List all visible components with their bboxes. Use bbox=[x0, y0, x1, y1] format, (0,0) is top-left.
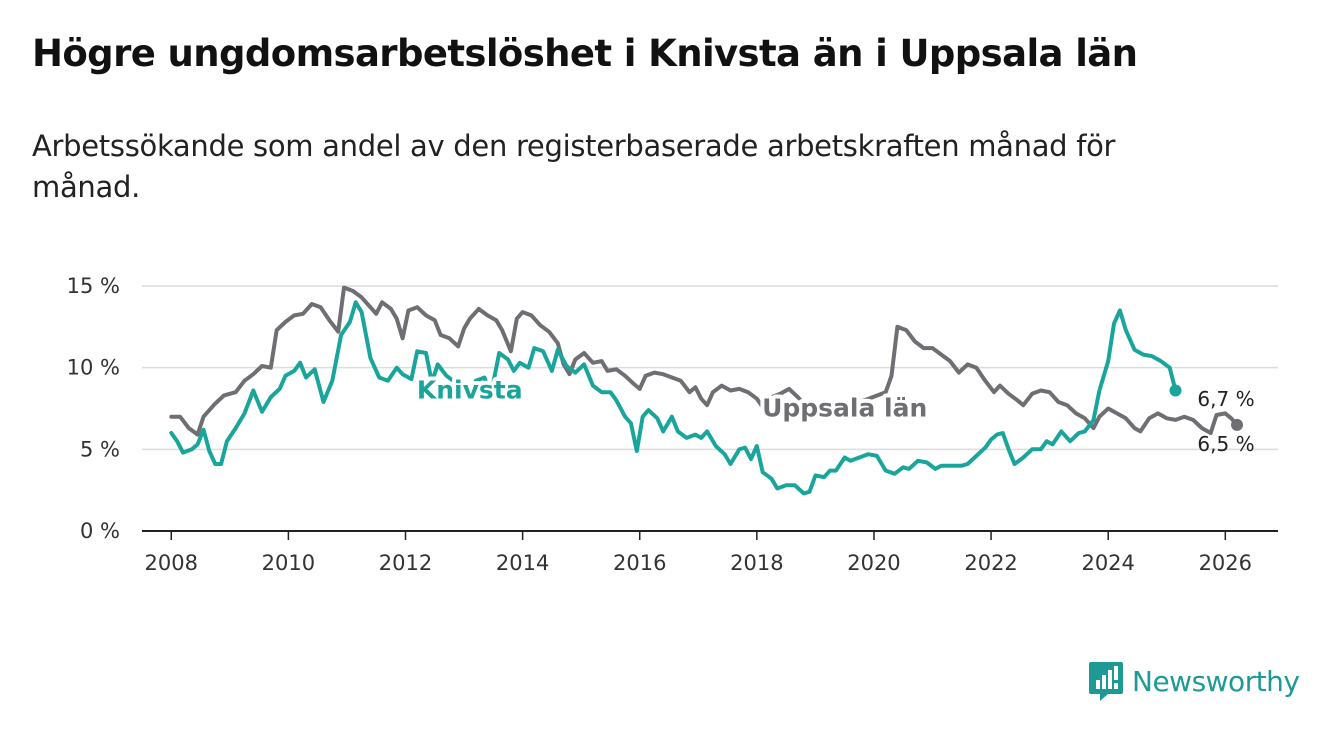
series-lines bbox=[169, 285, 1244, 496]
x-tick-label: 2018 bbox=[730, 551, 783, 575]
x-tick-label: 2012 bbox=[379, 551, 432, 575]
y-tick-label: 0 % bbox=[80, 519, 120, 543]
brand-name: Newsworthy bbox=[1132, 664, 1300, 698]
chart-subtitle: Arbetssökande som andel av den registerb… bbox=[32, 129, 1116, 204]
series-label-halo-knivsta: Knivsta bbox=[417, 376, 523, 405]
newsworthy-bar-chart-icon bbox=[1089, 662, 1123, 701]
newsworthy-logo: Newsworthy bbox=[1088, 660, 1300, 702]
x-tick-label: 2014 bbox=[496, 551, 549, 575]
y-tick-label: 10 % bbox=[67, 356, 120, 380]
x-tick-label: 2026 bbox=[1199, 551, 1252, 575]
series-label-knivsta: Knivsta bbox=[417, 376, 523, 405]
series-line-knivsta bbox=[169, 300, 1178, 496]
y-axis-ticks: 0 % 5 % 10 % 15 % bbox=[67, 274, 120, 543]
series-end-point-knivsta bbox=[1169, 384, 1182, 397]
series-label-uppsala-län: Uppsala län bbox=[762, 394, 927, 423]
series-end-point-uppsala-län bbox=[1231, 418, 1244, 431]
grid-lines bbox=[142, 285, 1278, 451]
y-tick-label: 5 % bbox=[80, 437, 120, 461]
series-line-uppsala-län bbox=[169, 285, 1239, 437]
x-tick-label: 2020 bbox=[847, 551, 900, 575]
series-label-halo-uppsala-län: Uppsala län bbox=[762, 394, 927, 423]
x-tick-label: 2022 bbox=[964, 551, 1017, 575]
x-tick-label: 2008 bbox=[145, 551, 198, 575]
end-value-label: 6,5 % bbox=[1197, 432, 1254, 456]
y-tick-label: 15 % bbox=[67, 274, 120, 298]
x-axis-ticks: 2008 2010 2012 2014 2016 2018 2020 2022 2024 2026 bbox=[145, 531, 1252, 575]
chart-title: Högre ungdomsarbetslöshet i Knivsta än i… bbox=[32, 32, 1138, 75]
x-tick-label: 2024 bbox=[1081, 551, 1134, 575]
x-tick-label: 2016 bbox=[613, 551, 666, 575]
end-value-label: 6,7 % bbox=[1197, 387, 1254, 411]
x-tick-label: 2010 bbox=[262, 551, 315, 575]
